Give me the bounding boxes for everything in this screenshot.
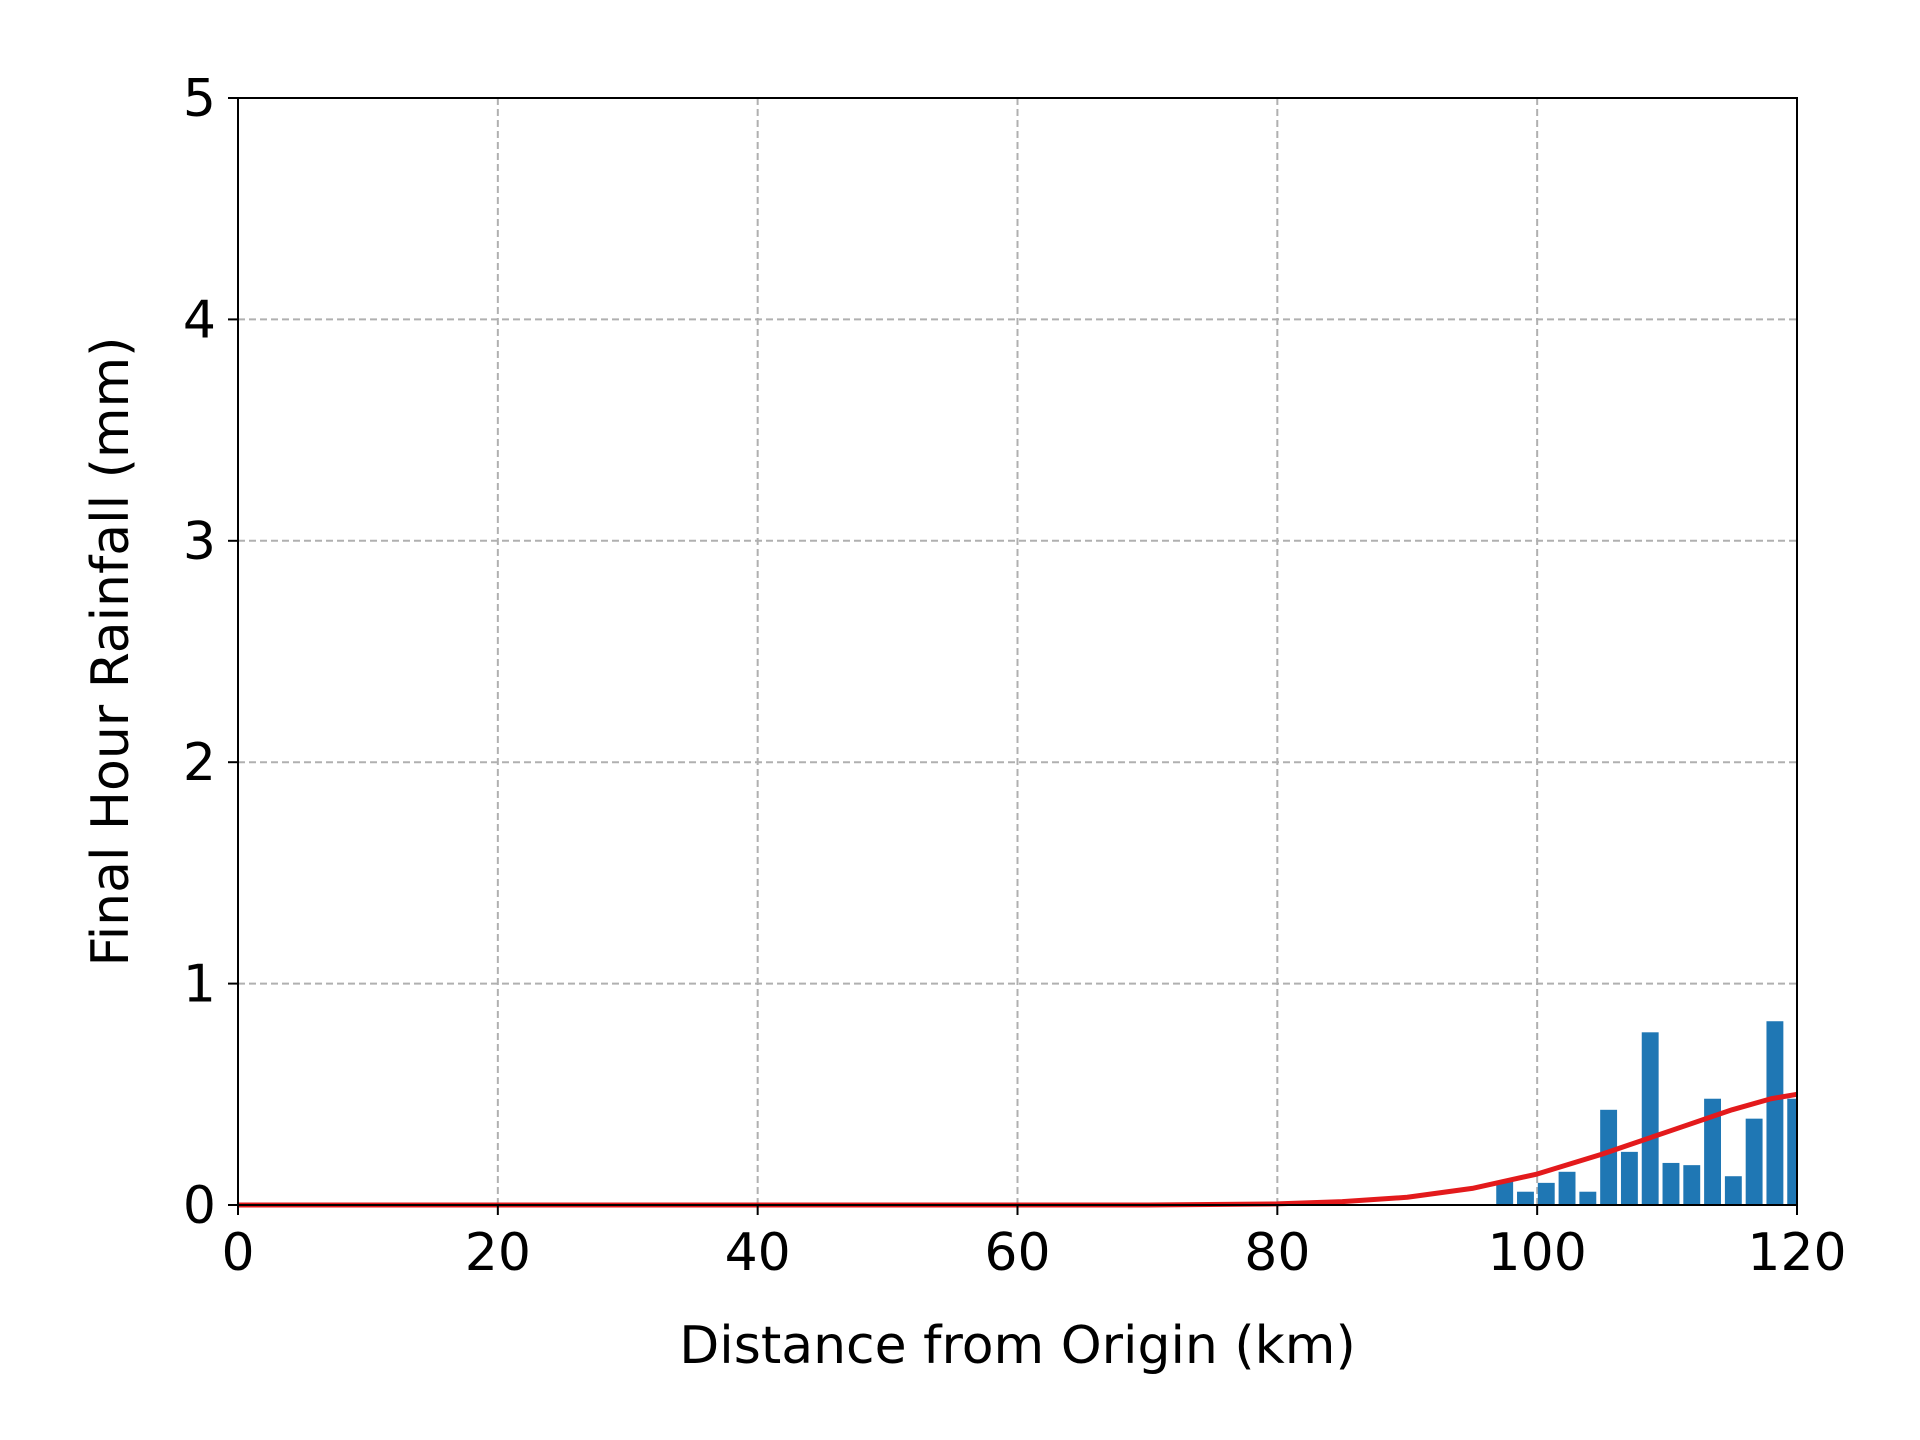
x-tick-label: 100 [1488, 1223, 1587, 1283]
y-tick-label: 3 [183, 512, 216, 572]
axis-ticks: 0 20 40 60 80 100 120 0 1 2 3 4 5 [183, 69, 1847, 1283]
y-tick-label: 0 [183, 1176, 216, 1236]
rainfall-bar [1683, 1165, 1701, 1205]
rainfall-bar [1745, 1118, 1763, 1205]
x-tick-label: 40 [725, 1223, 791, 1283]
y-axis-label: Final Hour Rainfall (mm) [81, 337, 141, 967]
rainfall-bar [1662, 1162, 1680, 1205]
rainfall-bar [1517, 1191, 1534, 1205]
rainfall-bar [1641, 1032, 1659, 1205]
rainfall-bar [1766, 1021, 1784, 1205]
rainfall-bar [1579, 1191, 1597, 1205]
rainfall-bar [1704, 1098, 1721, 1205]
y-tick-label: 1 [183, 955, 216, 1015]
x-tick-label: 80 [1244, 1223, 1310, 1283]
y-tick-label: 2 [183, 733, 216, 793]
rainfall-bar [1620, 1151, 1638, 1205]
bar-series [1496, 1021, 1797, 1205]
y-tick-label: 4 [183, 290, 216, 350]
rainfall-bar [1600, 1109, 1618, 1205]
rainfall-bar [1724, 1176, 1742, 1205]
x-axis-label: Distance from Origin (km) [679, 1316, 1355, 1376]
x-tick-label: 20 [465, 1223, 531, 1283]
y-tick-label: 5 [183, 69, 216, 129]
x-tick-label: 0 [221, 1223, 254, 1283]
x-tick-label: 60 [984, 1223, 1050, 1283]
rainfall-bar [1537, 1182, 1555, 1205]
rainfall-bar [1787, 1098, 1797, 1205]
rainfall-bar [1558, 1171, 1576, 1205]
rainfall-bar [1496, 1180, 1514, 1205]
x-tick-label: 120 [1747, 1223, 1846, 1283]
